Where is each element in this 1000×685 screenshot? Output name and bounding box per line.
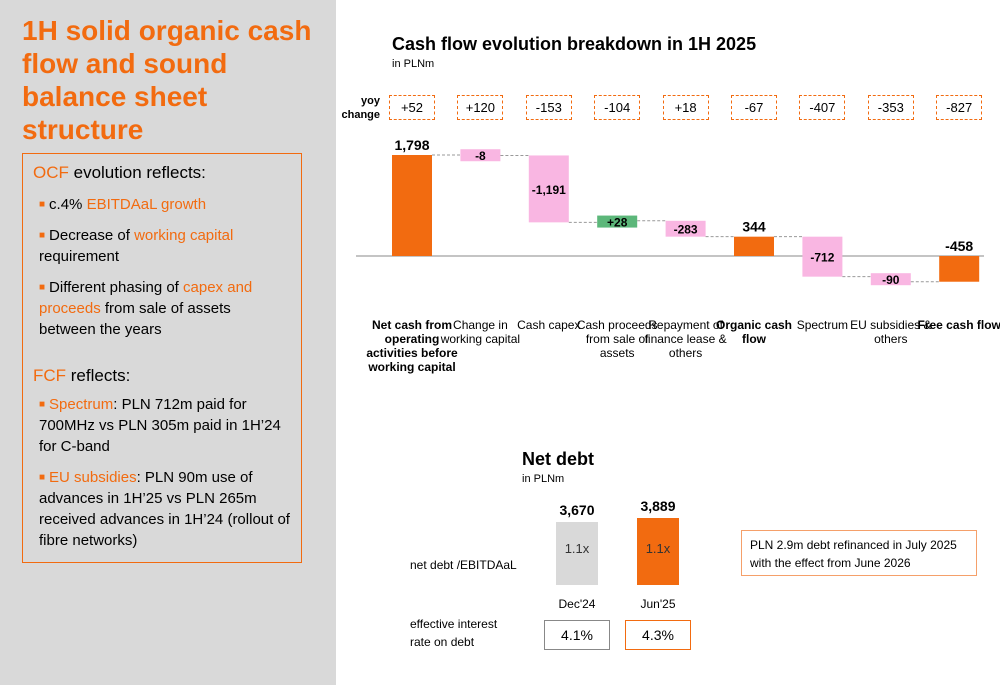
waterfall-bar	[870, 273, 911, 286]
yoy-change-value: -827	[936, 95, 983, 120]
fcf-bullet: ■ Spectrum: PLN 712m paid for 700MHz vs P…	[39, 396, 281, 455]
net-debt-title: Net debt	[522, 449, 594, 469]
page-title: 1H solid organic cash flow and sound bal…	[22, 15, 312, 145]
waterfall-title: Cash flow evolution breakdown in 1H 2025	[392, 34, 757, 54]
category-label: Free cash flow	[917, 318, 1000, 332]
waterfall-value-label: -458	[945, 238, 973, 254]
net-debt-unit: in PLNm	[522, 473, 565, 485]
yoy-change-value: -153	[525, 95, 572, 120]
waterfall-value-label: +28	[607, 216, 628, 230]
waterfall-value-label: 1,798	[394, 137, 429, 153]
ocf-bullet: ■ Different phasing of capex and proceeds…	[39, 279, 253, 338]
waterfall-bar	[460, 149, 501, 162]
category-label: Net cash from operating activities befor…	[366, 318, 458, 374]
waterfall-bar	[597, 215, 638, 228]
yoy-change-value: -104	[594, 95, 641, 120]
net-debt-period: Dec'24	[558, 597, 596, 611]
waterfall-chart: 1,798 -8 -1,191 +28 -283 344 -712 -90 -458	[356, 137, 984, 287]
summary-box: OCF evolution reflects: ■ c.4% EBITDAaL g…	[22, 153, 302, 563]
waterfall-bar	[802, 236, 843, 277]
net-debt-ebitdaal-value: 1.1x	[645, 541, 671, 556]
category-label: Cash capex	[517, 318, 581, 332]
category-label: Organic cash flow	[715, 318, 793, 346]
net-debt-ebitdaal-value: 1.1x	[564, 541, 590, 556]
interest-rate-value: 4.3%	[625, 620, 691, 650]
category-label: Cash proceeds from sale of assets	[576, 318, 658, 360]
net-debt-value: 3,670	[559, 501, 595, 518]
waterfall-unit: in PLNm	[392, 58, 435, 70]
yoy-change-value: +120	[457, 95, 504, 120]
waterfall-value-label: -90	[882, 273, 900, 287]
category-label: Spectrum	[796, 318, 849, 332]
net-debt-ratio-label: net debt /EBITDAaL	[410, 558, 517, 572]
waterfall-value-label: -712	[810, 251, 834, 265]
yoy-change-value: +18	[662, 95, 709, 120]
yoy-change-value: +52	[389, 95, 435, 120]
yoy-change-value: -407	[799, 95, 846, 120]
interest-rate-label: effective interest rate on debt	[410, 617, 498, 649]
waterfall-value-label: 344	[742, 219, 766, 235]
net-debt-value: 3,889	[640, 498, 676, 514]
ocf-bullet: ■ c.4% EBITDAaL growth	[39, 196, 207, 213]
waterfall-bar	[528, 155, 569, 223]
waterfall-value-label: -1,191	[532, 183, 566, 197]
fcf-heading: FCF reflects:	[33, 366, 131, 385]
net-debt-period: Jun'25	[640, 597, 676, 611]
waterfall-bar	[665, 220, 706, 237]
refinancing-note: PLN 2.9m debt refinanced in July 2025 wi…	[741, 530, 977, 576]
waterfall-value-label: -283	[674, 223, 698, 237]
yoy-change-value: -67	[731, 95, 777, 120]
waterfall-bar	[392, 155, 432, 256]
sidebar-panel: 1H solid organic cash flow and sound bal…	[0, 0, 336, 685]
ocf-heading: OCF evolution reflects:	[33, 163, 206, 182]
yoy-change-value: -353	[867, 95, 914, 120]
category-label: Change in working capital	[440, 318, 521, 346]
waterfall-bar	[939, 256, 980, 282]
net-debt-bar	[556, 521, 598, 585]
category-label: Repayment of finance lease & others	[644, 318, 727, 360]
yoy-change-label: yoy change	[341, 95, 380, 121]
net-debt-bar	[637, 518, 679, 585]
ocf-bullet: ■ Decrease of working capital requirement	[39, 227, 234, 265]
category-label: EU subsidies & others	[850, 318, 932, 346]
waterfall-bar	[734, 236, 774, 256]
fcf-bullet: ■ EU subsidies: PLN 90m use of advances i…	[39, 469, 290, 549]
interest-rate-value: 4.1%	[544, 620, 610, 650]
waterfall-value-label: -8	[475, 149, 486, 163]
